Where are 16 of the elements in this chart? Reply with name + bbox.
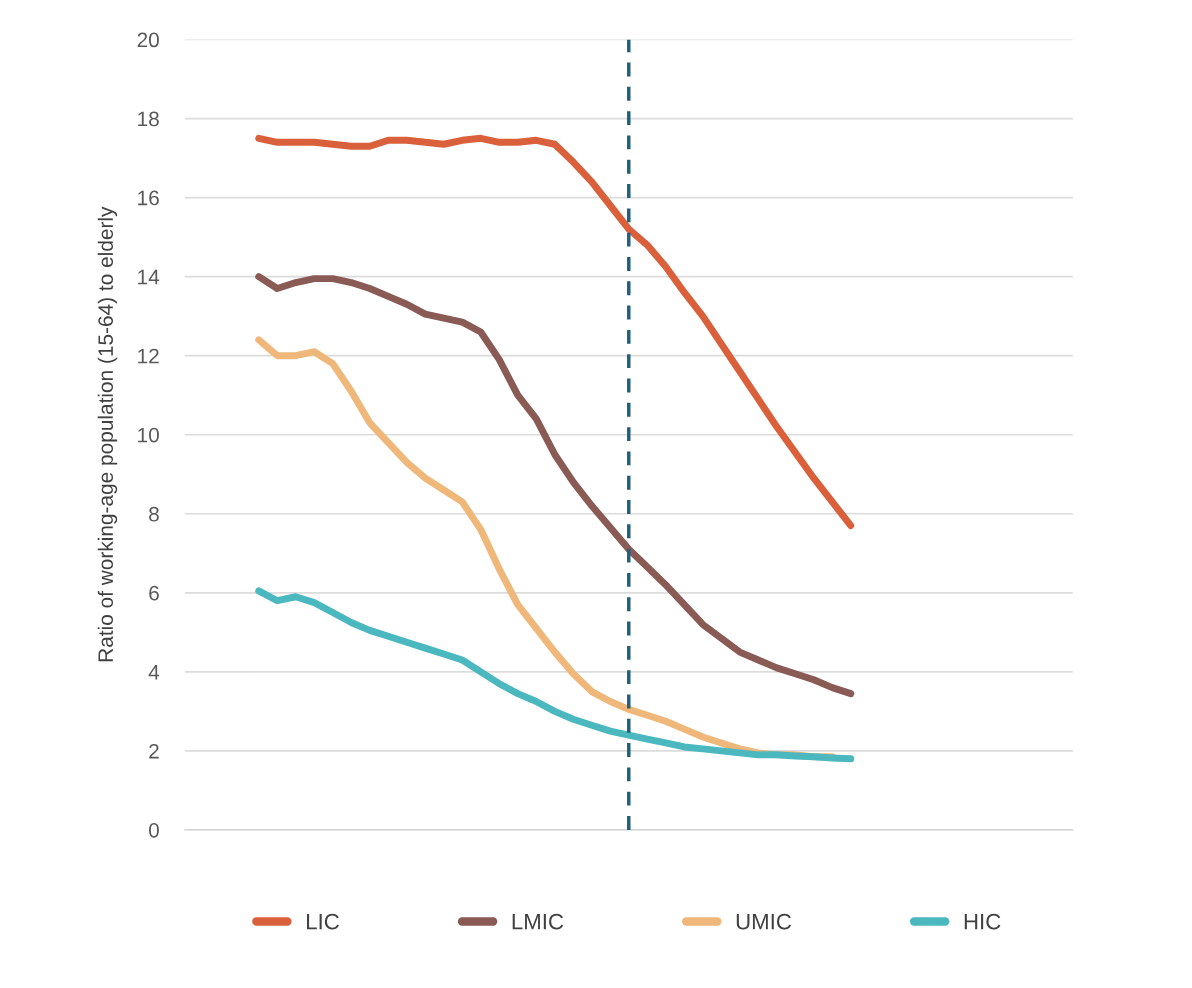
y-tick-label: 14 — [138, 269, 160, 285]
legend-label: LMIC — [512, 913, 564, 930]
y-tick-label: 10 — [138, 427, 159, 443]
y-tick-label: 18 — [138, 111, 159, 127]
y-tick-label: 12 — [138, 348, 159, 364]
y-tick-label: 0 — [148, 822, 159, 838]
legend-label: LIC — [307, 913, 339, 930]
y-tick-label: 16 — [138, 190, 159, 206]
y-tick-label: 2 — [149, 743, 159, 759]
y-tick-label: 20 — [137, 32, 159, 48]
y-tick-label: 4 — [148, 665, 160, 680]
y-tick-label: 6 — [149, 585, 159, 601]
legend-label: UMIC — [736, 913, 792, 930]
legend-label: HIC — [964, 913, 1001, 930]
y-tick-label: 8 — [149, 506, 159, 522]
y-axis-title: Ratio of working-age population (15-64) to elderly — [97, 206, 118, 662]
